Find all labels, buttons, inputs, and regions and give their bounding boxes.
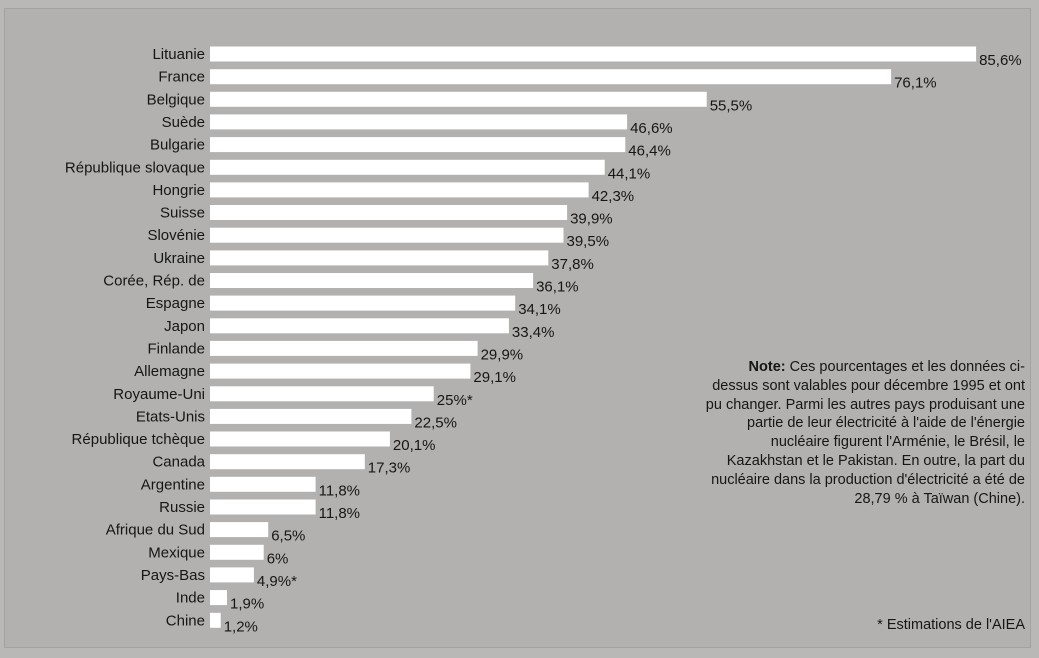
value-label-19: 11,8%: [319, 482, 360, 499]
bar-11: [210, 295, 516, 311]
bar-9: [210, 250, 549, 266]
category-label-1: France: [158, 69, 205, 86]
category-label-0: Lituanie: [152, 46, 205, 63]
category-label-13: Finlande: [147, 340, 205, 357]
category-label-25: Chine: [166, 612, 205, 629]
category-label-11: Espagne: [146, 295, 205, 312]
value-label-7: 39,9%: [570, 211, 613, 228]
value-label-24: 1,9%: [230, 596, 264, 613]
value-label-4: 46,4%: [628, 143, 671, 160]
chart-note: Note: Ces pourcentages et les données ci…: [705, 358, 1025, 508]
value-label-16: 22,5%: [414, 414, 457, 431]
bar-13: [210, 340, 478, 356]
bar-12: [210, 318, 509, 334]
bar-19: [210, 476, 316, 492]
value-label-25: 1,2%: [224, 618, 258, 635]
note-text: Ces pourcentages et les données ci-dessu…: [705, 359, 1025, 507]
value-label-9: 37,8%: [551, 256, 594, 273]
value-label-14: 29,1%: [473, 369, 516, 386]
category-label-17: République tchèque: [72, 431, 205, 448]
category-label-23: Pays-Bas: [141, 567, 205, 584]
note-label: Note:: [748, 359, 786, 375]
category-label-2: Belgique: [147, 91, 205, 108]
bar-21: [210, 522, 269, 538]
value-label-21: 6,5%: [271, 528, 305, 545]
bar-18: [210, 454, 365, 470]
category-label-12: Japon: [164, 318, 205, 335]
bar-0: [210, 46, 977, 62]
category-label-7: Suisse: [160, 205, 205, 222]
category-label-10: Corée, Rép. de: [103, 273, 205, 290]
bar-7: [210, 205, 568, 220]
value-label-23: 4,9%*: [257, 573, 297, 590]
category-label-24: Inde: [176, 590, 205, 607]
value-label-6: 42,3%: [592, 188, 635, 205]
value-label-3: 46,6%: [630, 120, 673, 137]
category-labels: Lituanie France Belgique Suède Bulgarie Répub…: [65, 46, 206, 629]
value-label-10: 36,1%: [536, 279, 579, 296]
category-label-16: Etats-Unis: [136, 408, 205, 425]
bar-17: [210, 431, 390, 447]
bar-1: [210, 69, 892, 85]
category-label-20: Russie: [159, 499, 205, 516]
bars-group: [210, 46, 977, 628]
category-label-18: Canada: [152, 454, 205, 471]
value-label-12: 33,4%: [512, 324, 555, 341]
value-label-15: 25%*: [437, 392, 473, 409]
value-label-18: 17,3%: [368, 460, 411, 477]
bar-10: [210, 273, 534, 288]
bar-5: [210, 159, 605, 175]
category-label-14: Allemagne: [134, 363, 205, 380]
category-label-6: Hongrie: [152, 182, 205, 199]
category-label-22: Mexique: [148, 544, 205, 561]
value-label-11: 34,1%: [518, 301, 561, 318]
bar-2: [210, 91, 707, 107]
chart-footnote: * Estimations de l'AIEA: [877, 617, 1025, 633]
category-label-5: République slovaque: [65, 159, 205, 176]
bar-8: [210, 227, 564, 243]
category-label-4: Bulgarie: [150, 137, 205, 154]
bar-22: [210, 544, 264, 560]
value-label-8: 39,5%: [567, 233, 610, 250]
category-label-9: Ukraine: [153, 250, 205, 267]
category-label-15: Royaume-Uni: [113, 386, 205, 403]
value-labels: 85,6% 76,1% 55,5% 46,6% 46,4% 44,1% 42,3% 39,9%…: [224, 52, 1022, 635]
bar-23: [210, 567, 254, 583]
value-label-22: 6%: [267, 550, 289, 567]
category-label-3: Suède: [162, 114, 205, 131]
bar-6: [210, 182, 589, 198]
value-label-2: 55,5%: [710, 97, 753, 114]
value-label-17: 20,1%: [393, 437, 436, 454]
category-label-8: Slovénie: [147, 227, 205, 244]
value-label-5: 44,1%: [608, 165, 651, 182]
bar-14: [210, 363, 471, 379]
bar-25: [210, 612, 221, 628]
bar-24: [210, 590, 227, 606]
bar-15: [210, 386, 434, 402]
value-label-1: 76,1%: [894, 75, 937, 92]
bar-20: [210, 499, 316, 515]
bar-4: [210, 137, 626, 153]
value-label-0: 85,6%: [979, 52, 1022, 69]
bar-16: [210, 408, 412, 424]
bar-3: [210, 114, 628, 130]
category-label-19: Argentine: [141, 476, 205, 493]
category-label-21: Afrique du Sud: [106, 522, 205, 539]
value-label-20: 11,8%: [319, 505, 360, 522]
value-label-13: 29,9%: [481, 346, 524, 363]
